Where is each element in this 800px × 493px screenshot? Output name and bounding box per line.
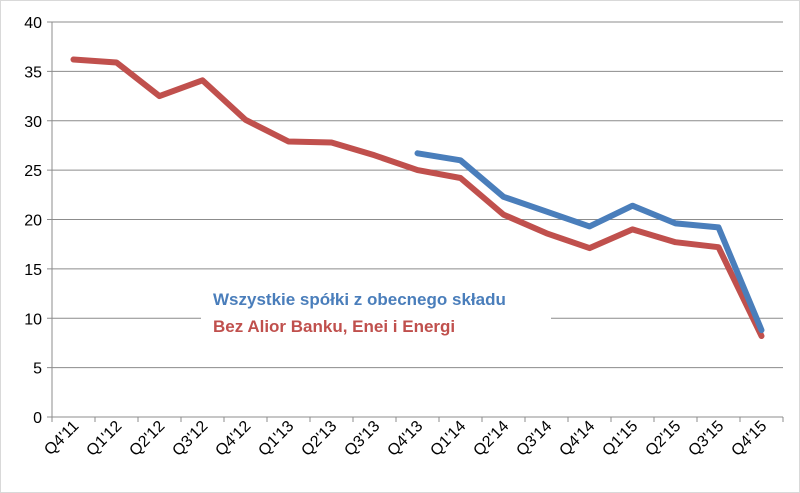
- x-axis-tick-labels: Q4'11 Q1'12 Q2'12 Q3'12 Q4'12 Q1'13 Q2'13 Q3'13…: [41, 418, 770, 460]
- x-tick-label: Q3'13: [341, 418, 383, 460]
- x-tick-label: Q4'13: [384, 418, 426, 460]
- y-tick-label: 15: [24, 262, 42, 279]
- x-tick-label: Q2'15: [642, 418, 684, 460]
- x-tick-label: Q3'15: [685, 418, 727, 460]
- series-line-bez-alior: [70, 56, 765, 339]
- y-tick-label: 35: [24, 64, 42, 81]
- x-tick-label: Q4'15: [728, 418, 770, 460]
- x-tick-label: Q4'11: [41, 418, 82, 459]
- legend-background: [201, 283, 551, 343]
- x-tick-label: Q1'13: [255, 418, 297, 460]
- y-tick-label: 5: [33, 361, 42, 378]
- x-tick-label: Q4'14: [556, 418, 598, 460]
- x-tick-label: Q2'14: [470, 418, 512, 460]
- x-tick-label: Q1'15: [599, 418, 641, 460]
- x-tick-label: Q1'12: [83, 418, 125, 460]
- x-tick-label: Q3'14: [513, 418, 555, 460]
- y-tick-label: 20: [24, 213, 42, 230]
- y-tick-label: 0: [33, 410, 42, 427]
- series-line-wszystkie: [414, 150, 765, 334]
- x-tick-label: Q1'14: [427, 418, 469, 460]
- legend: Wszystkie spółki z obecnego składu Bez A…: [201, 283, 551, 343]
- y-axis-tick-labels: 0 5 10 15 20 25 30 35 40: [24, 15, 42, 427]
- y-tick-label: 10: [24, 311, 42, 328]
- series-lines: [70, 56, 765, 339]
- x-tick-label: Q2'12: [126, 418, 168, 460]
- axes: [47, 21, 784, 422]
- y-tick-label: 25: [24, 163, 42, 180]
- y-tick-label: 40: [24, 15, 42, 32]
- y-tick-label: 30: [24, 114, 42, 131]
- x-tick-label: Q2'13: [298, 418, 340, 460]
- x-tick-label: Q3'12: [169, 418, 211, 460]
- legend-entry-wszystkie: Wszystkie spółki z obecnego składu: [213, 290, 506, 309]
- legend-entry-bez-alior: Bez Alior Banku, Enei i Energi: [213, 317, 455, 336]
- x-tick-label: Q4'12: [212, 418, 254, 460]
